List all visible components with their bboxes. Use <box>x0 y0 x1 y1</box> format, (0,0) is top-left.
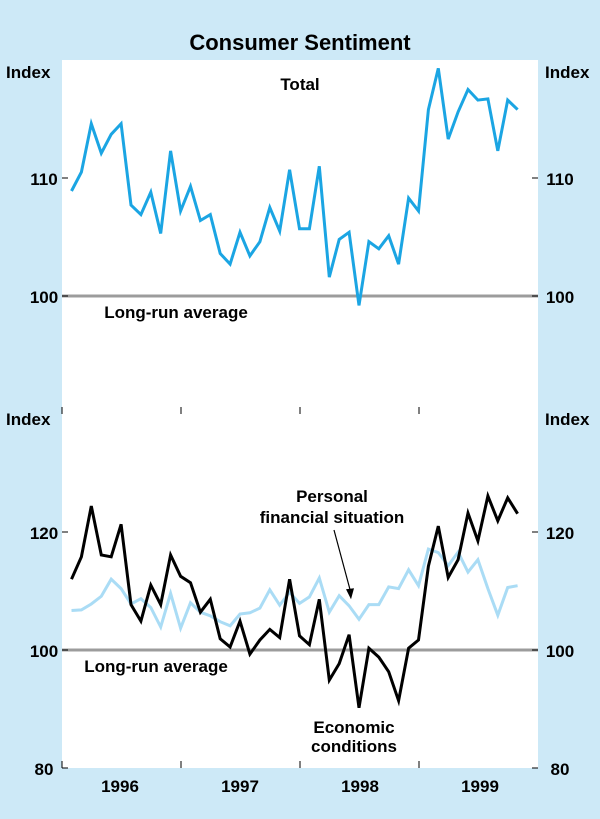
bottom-panel-background <box>62 414 538 768</box>
bottom-ytick-100-right: 100 <box>546 642 574 661</box>
panel1-series-economic-conditions <box>70 490 519 709</box>
top-right-ylabel: Index <box>545 63 590 82</box>
xtick-1996: 1996 <box>101 777 139 796</box>
total-series-label: Total <box>280 75 319 94</box>
personal-pointer-arrowhead <box>346 588 354 600</box>
panel0-series-total <box>70 67 519 306</box>
top-long-run-average-label: Long-run average <box>104 303 248 322</box>
personal-label-line1: Personal <box>296 487 368 506</box>
xtick-1999: 1999 <box>461 777 499 796</box>
chart-title: Consumer Sentiment <box>189 30 411 55</box>
personal-pointer-line <box>333 529 352 594</box>
economic-label-line1: Economic <box>313 718 394 737</box>
top-left-ylabel: Index <box>6 63 51 82</box>
bottom-ytick-120-left: 120 <box>30 524 58 543</box>
top-ytick-100-left: 100 <box>30 288 58 307</box>
bottom-ytick-80-right: 80 <box>551 760 570 779</box>
top-ytick-110-left: 110 <box>30 170 57 189</box>
xtick-1998: 1998 <box>341 777 379 796</box>
bottom-left-ylabel: Index <box>6 410 51 429</box>
personal-label-line2: financial situation <box>260 508 405 527</box>
top-ytick-100-right: 100 <box>546 288 574 307</box>
bottom-right-ylabel: Index <box>545 410 590 429</box>
xtick-1997: 1997 <box>221 777 259 796</box>
economic-label-line2: conditions <box>311 737 397 756</box>
top-ytick-110-right: 110 <box>546 170 573 189</box>
bottom-ytick-100-left: 100 <box>30 642 58 661</box>
top-panel-background <box>62 60 538 414</box>
bottom-ytick-80-left: 80 <box>35 760 54 779</box>
bottom-ytick-120-right: 120 <box>546 524 574 543</box>
bottom-long-run-average-label: Long-run average <box>84 657 228 676</box>
